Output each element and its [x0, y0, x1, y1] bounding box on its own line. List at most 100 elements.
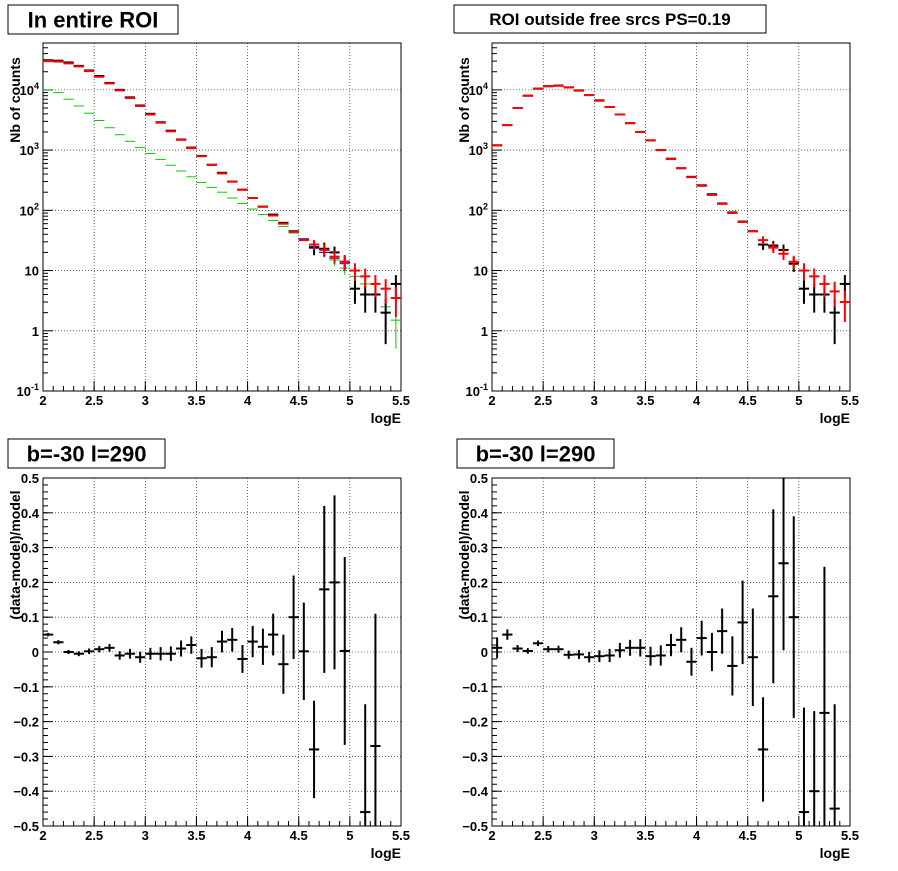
- data-point: [502, 629, 513, 640]
- data-point: [370, 613, 381, 826]
- x-tick-label: 5: [795, 393, 802, 408]
- y-tick-label: −0.1: [462, 680, 488, 695]
- chart-title: In entire ROI: [28, 7, 159, 32]
- y-tick-label: −0.5: [462, 819, 488, 834]
- title-box: [7, 438, 166, 469]
- y-tick-label: 0.5: [21, 471, 39, 486]
- x-tick-label: 2: [488, 393, 495, 408]
- data-point: [594, 650, 605, 663]
- chart-panel-3: 2 2.5 3 3.5 4 4.5 5 5.5 −0.5 −0.4 −0.3 −0.2 −0.1 0 0.1…: [7, 438, 410, 861]
- series-2-point: [370, 275, 381, 298]
- chart-panel-1: 2 2.5 3 3.5 4 4.5 5 5.5 10-1 1 10 102 103 104 logE Nb o…: [7, 4, 410, 426]
- data-point: [247, 625, 258, 658]
- data-point: [360, 704, 371, 826]
- data-point: [124, 648, 136, 659]
- y-tick-label: −0.4: [462, 784, 488, 799]
- data-point: [237, 645, 248, 673]
- data-point: [778, 478, 789, 651]
- series-1-point: [349, 279, 361, 304]
- series-1-point: [798, 279, 810, 304]
- data-point: [624, 639, 636, 656]
- data-point: [522, 648, 533, 654]
- data-point: [83, 648, 95, 655]
- series-2-point: [819, 275, 830, 298]
- y-axis-label: Nb of counts: [456, 57, 472, 143]
- data-point: [706, 632, 718, 672]
- data-point: [145, 647, 156, 660]
- x-tick-label: 5.5: [841, 393, 859, 408]
- y-tick-label: 102: [20, 201, 39, 218]
- title-box: [456, 438, 615, 469]
- data-point: [155, 647, 166, 661]
- x-tick-label: 3.5: [636, 828, 654, 843]
- y-tick-label: 10: [25, 264, 39, 279]
- x-tick-label: 3: [591, 393, 598, 408]
- data-point: [737, 580, 748, 665]
- data-point: [512, 645, 523, 652]
- y-tick-label: 103: [469, 141, 488, 158]
- x-tick-label: 5: [346, 393, 353, 408]
- data-point: [104, 643, 115, 652]
- title-box: [453, 4, 767, 34]
- data-point: [717, 608, 728, 654]
- data-point: [665, 633, 677, 657]
- data-point: [788, 516, 799, 719]
- data-point: [319, 505, 330, 673]
- plot-frame: [42, 42, 402, 392]
- y-axis-label: (data-model)/model: [7, 490, 23, 619]
- y-tick-label: 0.2: [470, 575, 488, 590]
- y-tick-label: 103: [20, 141, 39, 158]
- y-tick-label: 0: [32, 645, 39, 660]
- y-tick-label: 104: [469, 81, 488, 98]
- y-tick-label: −0.3: [13, 749, 39, 764]
- y-tick-label: −0.5: [13, 819, 39, 834]
- x-tick-label: 5.5: [392, 393, 410, 408]
- x-tick-label: 3.5: [187, 393, 205, 408]
- y-tick-label: 1: [481, 324, 488, 339]
- x-tick-label: 4: [693, 828, 701, 843]
- data-point: [94, 646, 105, 653]
- title-box: [7, 4, 179, 35]
- x-tick-label: 2: [39, 828, 46, 843]
- series-1-point: [360, 283, 371, 313]
- data-point: [573, 649, 585, 659]
- data-point: [686, 647, 697, 676]
- series-2-point: [778, 248, 789, 260]
- series-2-point: [798, 263, 810, 281]
- x-tick-label: 2: [39, 393, 46, 408]
- data-point: [227, 627, 238, 652]
- data-point: [676, 627, 687, 653]
- series-2-point: [360, 268, 371, 288]
- data-point: [288, 575, 299, 659]
- x-tick-label: 4.5: [739, 828, 757, 843]
- x-tick-label: 3.5: [636, 393, 654, 408]
- data-point: [43, 632, 54, 637]
- x-tick-label: 4: [693, 393, 701, 408]
- data-point: [53, 640, 64, 645]
- y-tick-label: −0.2: [462, 715, 488, 730]
- data-point: [604, 648, 615, 663]
- data-point: [114, 651, 125, 660]
- x-axis-label: logE: [371, 410, 401, 426]
- series-2-point: [380, 279, 391, 304]
- x-tick-label: 3.5: [187, 828, 205, 843]
- data-point: [278, 634, 289, 694]
- series-2-point: [390, 287, 401, 317]
- y-tick-label: 0.3: [470, 541, 488, 556]
- y-tick-label: 0: [481, 645, 488, 660]
- y-tick-label: −0.3: [462, 749, 488, 764]
- x-tick-label: 4.5: [290, 828, 308, 843]
- chart-panel-2: 2 2.5 3 3.5 4 4.5 5 5.5 10-1 1 10 102 103 104 logE Nb o…: [453, 4, 859, 426]
- y-axis-label: (data-model)/model: [456, 490, 472, 619]
- data-point: [196, 648, 207, 668]
- data-point: [809, 711, 820, 826]
- x-tick-label: 2: [488, 828, 495, 843]
- data-point: [532, 640, 544, 647]
- series-2-point: [788, 255, 799, 270]
- y-tick-label: 0.3: [21, 541, 39, 556]
- data-point: [329, 495, 340, 670]
- x-tick-label: 2.5: [85, 393, 103, 408]
- x-tick-label: 2.5: [534, 828, 552, 843]
- y-tick-label: 0.2: [21, 575, 39, 590]
